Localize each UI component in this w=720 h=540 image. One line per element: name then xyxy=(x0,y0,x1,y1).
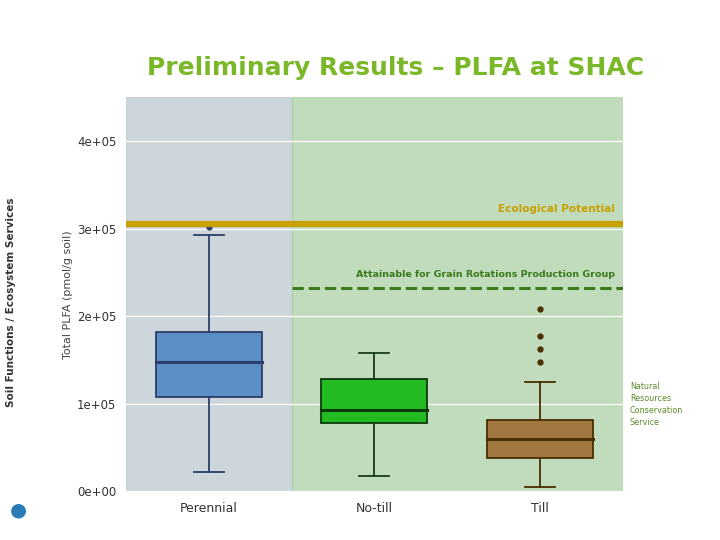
Text: Soil Functions / Ecosystem Services: Soil Functions / Ecosystem Services xyxy=(6,198,16,407)
Text: Ecological Potential: Ecological Potential xyxy=(498,204,615,214)
Bar xyxy=(487,420,593,458)
Bar xyxy=(292,97,623,491)
Y-axis label: Total PLFA (pmol/g soil): Total PLFA (pmol/g soil) xyxy=(63,230,73,359)
Bar xyxy=(156,332,262,397)
Text: Preliminary Results – PLFA at SHAC: Preliminary Results – PLFA at SHAC xyxy=(148,56,644,79)
Text: Natural
Resources
Conservation
Service: Natural Resources Conservation Service xyxy=(630,382,683,427)
Bar xyxy=(321,379,428,423)
Text: USDA: USDA xyxy=(27,10,74,25)
Text: Attainable for Grain Rotations Production Group: Attainable for Grain Rotations Productio… xyxy=(356,271,615,279)
Text: ●: ● xyxy=(9,501,27,520)
Bar xyxy=(126,97,292,491)
Text: nrcs.usda.gov/: nrcs.usda.gov/ xyxy=(644,475,699,484)
